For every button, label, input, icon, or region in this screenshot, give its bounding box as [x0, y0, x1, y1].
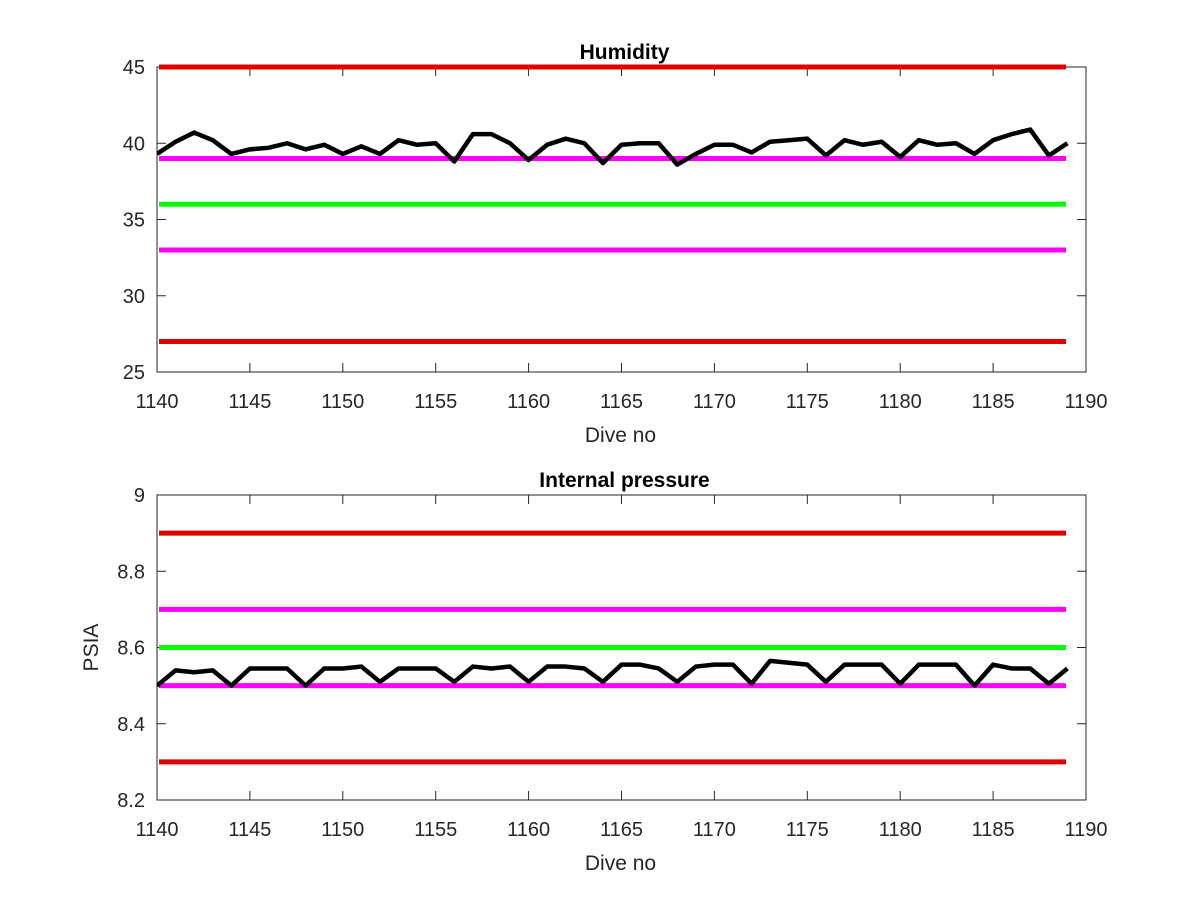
- x-tick-label: 1190: [1064, 819, 1107, 841]
- series-line: [157, 127, 1069, 167]
- x-axis-label: Dive no: [585, 852, 656, 875]
- x-tick-label: 1185: [972, 819, 1015, 841]
- x-tick-label: 1190: [1064, 391, 1107, 413]
- series-line: [157, 658, 1069, 688]
- y-tick-label: 45: [123, 57, 145, 79]
- x-tick-label: 1175: [786, 819, 829, 841]
- y-tick-label: 35: [123, 210, 145, 232]
- x-axis-label: Dive no: [585, 424, 656, 447]
- x-tick-label: 1170: [693, 391, 736, 413]
- chart-title: Humidity: [580, 41, 670, 64]
- x-tick-label: 1155: [414, 391, 457, 413]
- y-tick-label: 40: [123, 133, 145, 155]
- chart-panel-1: 1140 1145 1150 1155 1160 1165 1170 1175 1180 1185…: [123, 41, 1108, 447]
- x-tick-label: 1170: [693, 819, 736, 841]
- plot-area: [156, 66, 1087, 373]
- x-tick-label: 1160: [507, 391, 550, 413]
- x-tick-label: 1165: [600, 391, 643, 413]
- y-tick-label: 30: [123, 286, 145, 308]
- chart-panel-2: 1140 1145 1150 1155 1160 1165 1170 1175 1180 1185…: [80, 469, 1108, 875]
- x-tick-label: 1140: [135, 391, 178, 413]
- y-tick-label: 8.2: [117, 790, 145, 812]
- x-tick-label: 1160: [507, 819, 550, 841]
- y-tick-label: 8.6: [117, 638, 145, 660]
- plot-content: [157, 64, 1069, 344]
- x-tick-label: 1145: [228, 391, 271, 413]
- x-tick-label: 1140: [135, 819, 178, 841]
- chart-title: Internal pressure: [539, 469, 709, 492]
- x-tick-label: 1175: [786, 391, 829, 413]
- x-tick-label: 1155: [414, 819, 457, 841]
- y-tick-label: 25: [123, 362, 145, 384]
- x-tick-label: 1185: [972, 391, 1015, 413]
- x-tick-label: 1145: [228, 819, 271, 841]
- x-tick-label: 1150: [321, 391, 364, 413]
- y-axis-label: PSIA: [80, 624, 103, 672]
- plot-content: [157, 530, 1069, 765]
- y-tick-label: 9: [134, 485, 145, 507]
- x-tick-label: 1180: [879, 819, 922, 841]
- y-tick-label: 8.4: [117, 714, 145, 736]
- y-tick-label: 8.8: [117, 561, 145, 583]
- x-tick-label: 1180: [879, 391, 922, 413]
- x-tick-label: 1150: [321, 819, 364, 841]
- x-tick-label: 1165: [600, 819, 643, 841]
